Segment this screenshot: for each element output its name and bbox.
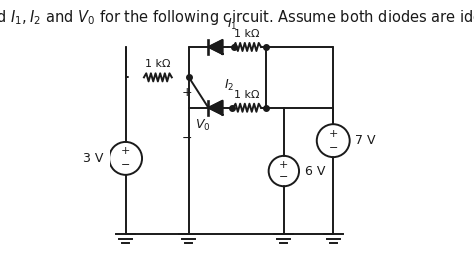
Text: +: +	[121, 146, 130, 156]
Text: +: +	[328, 129, 338, 139]
Text: +: +	[182, 86, 192, 99]
Polygon shape	[209, 101, 223, 115]
Text: −: −	[121, 160, 130, 170]
Text: −: −	[182, 132, 192, 145]
Text: +: +	[279, 160, 289, 170]
Text: 3 V: 3 V	[83, 152, 103, 165]
Text: $I_1$: $I_1$	[227, 17, 237, 32]
Text: Find $I_1, I_2$ and $V_0$ for the following circuit. Assume both diodes are idea: Find $I_1, I_2$ and $V_0$ for the follow…	[0, 8, 474, 27]
Polygon shape	[209, 40, 223, 54]
Text: 1 kΩ: 1 kΩ	[234, 29, 260, 39]
Text: −: −	[279, 173, 289, 183]
Text: $V_0$: $V_0$	[195, 118, 211, 133]
Text: 1 kΩ: 1 kΩ	[145, 59, 171, 69]
Text: 1 kΩ: 1 kΩ	[234, 90, 260, 100]
Text: 6 V: 6 V	[305, 165, 325, 178]
Text: 7 V: 7 V	[355, 134, 376, 147]
Text: $I_2$: $I_2$	[224, 78, 235, 93]
Text: −: −	[328, 143, 338, 153]
